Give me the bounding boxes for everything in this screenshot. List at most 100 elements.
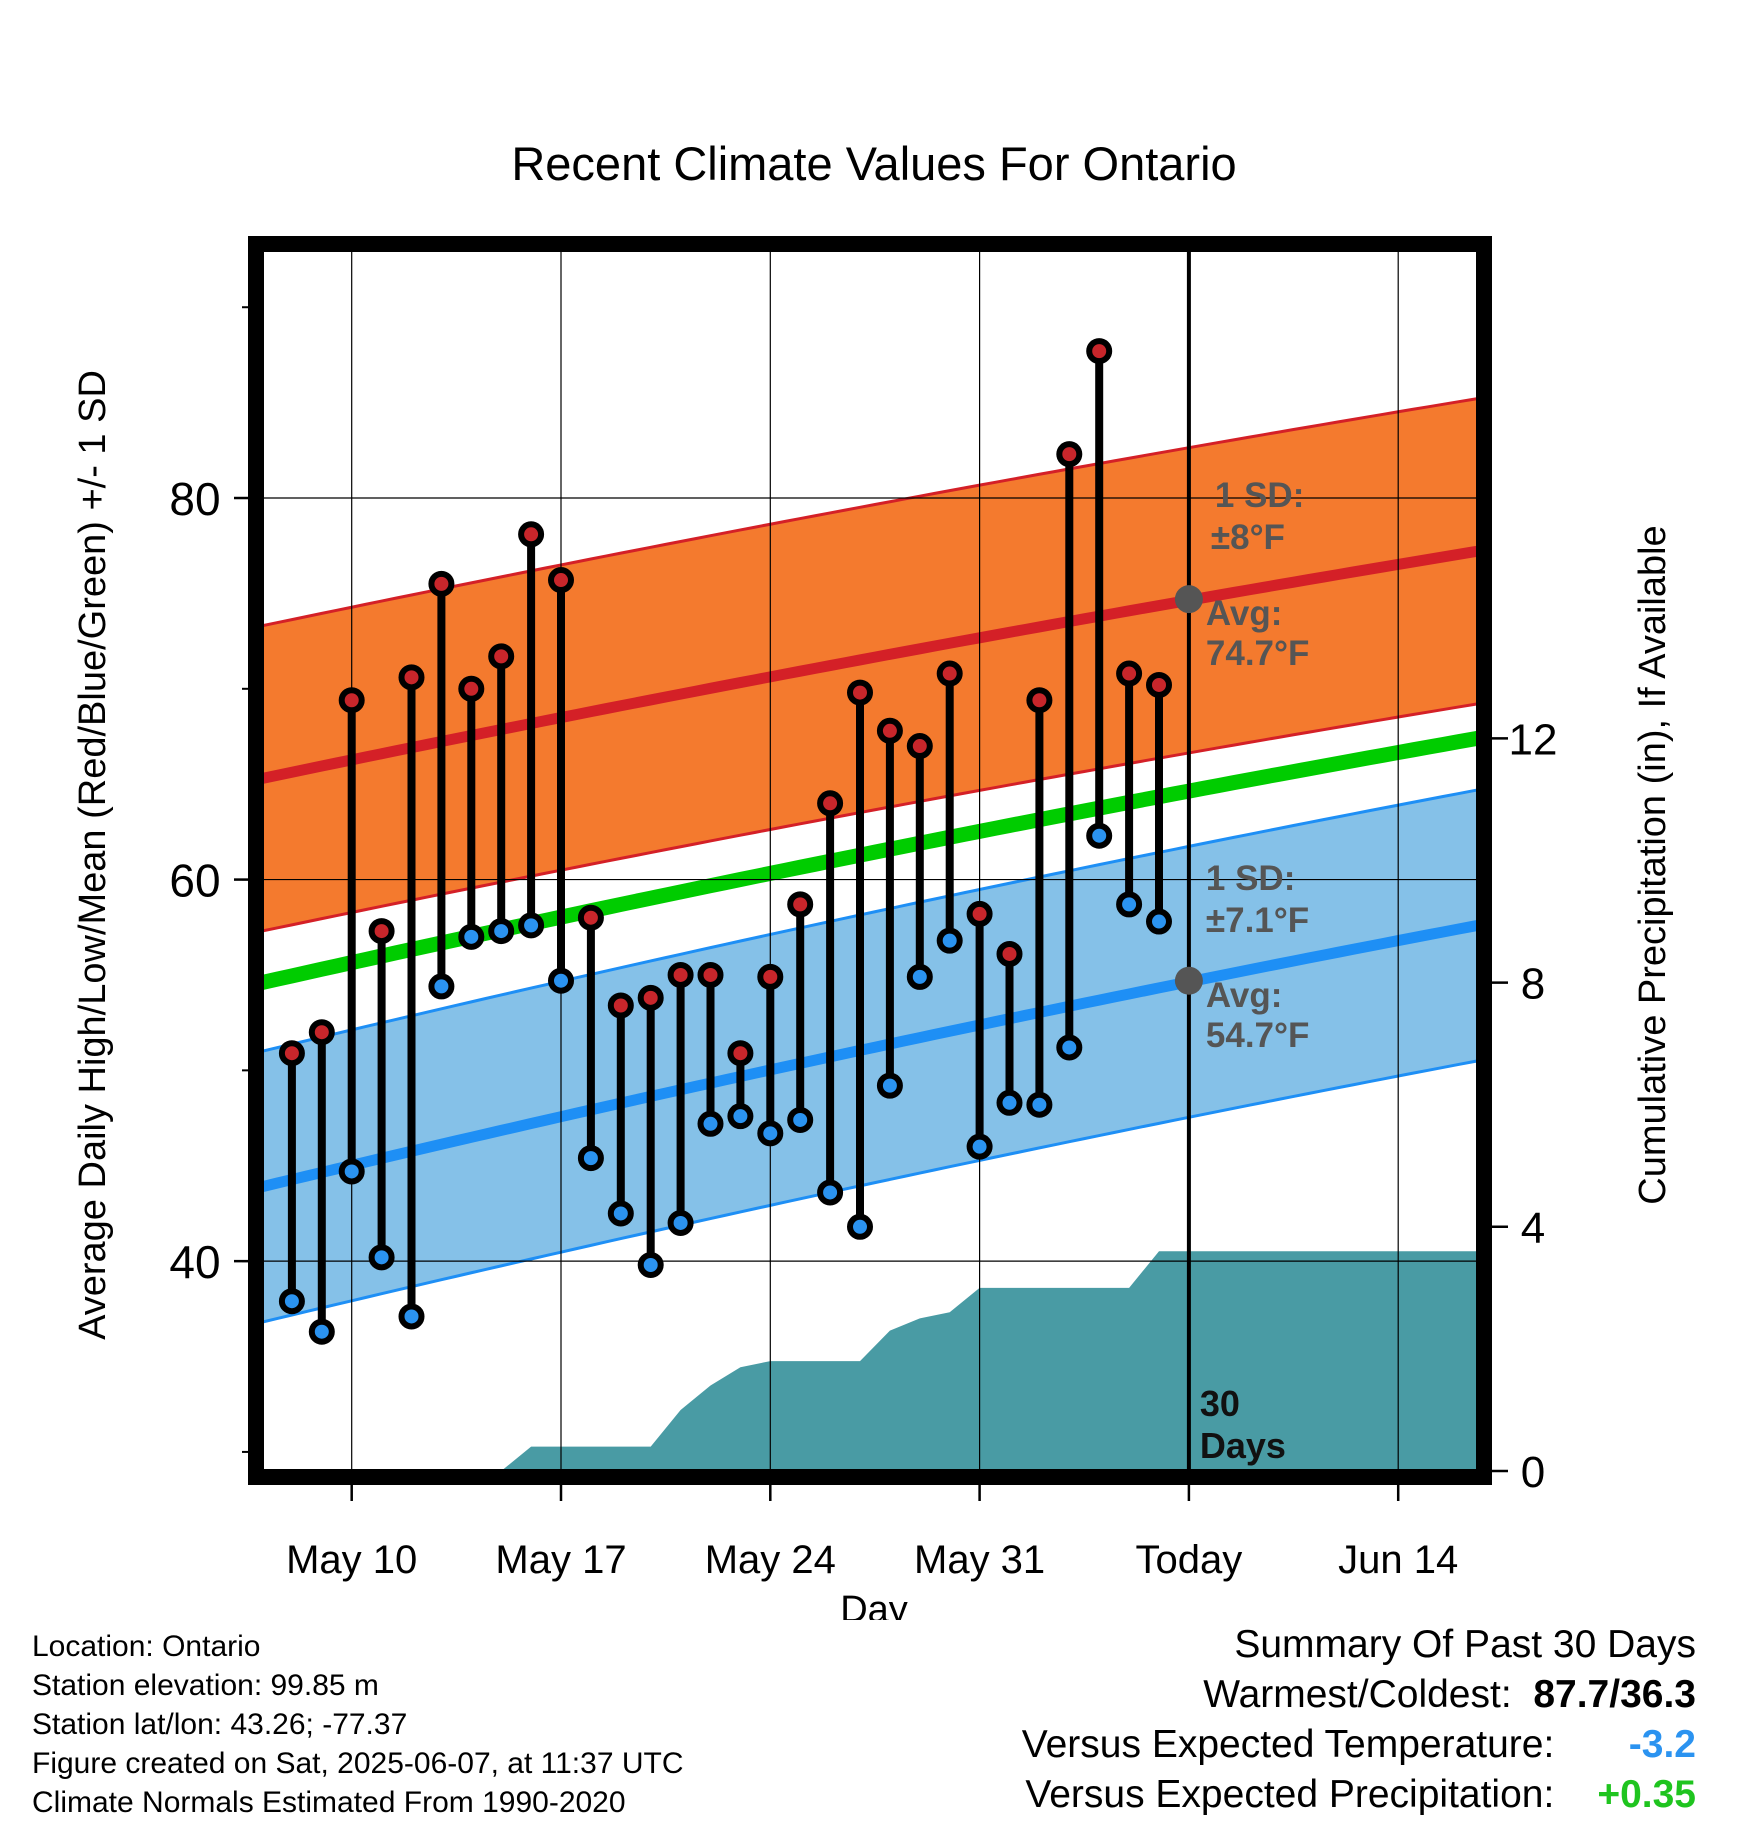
daily-high-point <box>787 891 814 918</box>
daily-high-point <box>817 790 844 817</box>
daily-high-point <box>488 643 515 670</box>
low-sd-band-upper-edge <box>262 788 1478 1053</box>
daily-low-point <box>428 973 455 1000</box>
temp-value: -3.2 <box>1628 1723 1696 1766</box>
x-tick-label: Jun 14 <box>1338 1538 1458 1582</box>
daily-low-point <box>1026 1091 1053 1118</box>
today-low-avg-marker <box>1174 966 1203 995</box>
daily-low-point <box>757 1120 784 1147</box>
daily-low-point <box>966 1133 993 1160</box>
temp-row: Versus Expected Temperature: -3.2 <box>1022 1720 1696 1770</box>
daily-low-point <box>368 1244 395 1271</box>
y-tick-label: 40 <box>169 1236 220 1288</box>
y-tick-label: 60 <box>169 855 220 907</box>
daily-high-point <box>1026 687 1053 714</box>
daily-high-point <box>637 984 664 1011</box>
daily-low-point <box>1146 908 1172 935</box>
daily-low-point <box>398 1303 425 1330</box>
latlon-text: Station lat/lon: 43.26; -77.37 <box>32 1708 408 1741</box>
precip-area <box>262 1251 1478 1471</box>
daily-low-point <box>1116 891 1143 918</box>
daily-high-point <box>1116 660 1143 687</box>
daily-low-point <box>1086 822 1113 849</box>
y-axis-label-right: Cumulative Precipitation (in), If Availa… <box>1632 525 1674 1204</box>
daily-low-point <box>847 1213 873 1240</box>
daily-high-point <box>667 961 694 988</box>
daily-low-point <box>817 1179 844 1206</box>
daily-high-point <box>966 900 993 927</box>
warmest-row: Warmest/Coldest: 87.7/36.3 <box>1022 1670 1696 1720</box>
chart-title: Recent Climate Values For Ontario <box>511 137 1236 190</box>
warmest-value: 87.7/36.3 <box>1533 1673 1696 1716</box>
y-axis-label-left: Average Daily High/Low/Mean (Red/Blue/Gr… <box>72 370 114 1340</box>
daily-high-point <box>278 1040 305 1067</box>
y-right-tick-label: 8 <box>1521 960 1545 1009</box>
location-text: Location: Ontario <box>32 1630 261 1663</box>
daily-low-point <box>607 1200 634 1227</box>
y-right-tick-label: 4 <box>1521 1204 1545 1253</box>
high-avg-value: 74.7°F <box>1206 634 1310 673</box>
window-days-label: Days <box>1200 1425 1286 1466</box>
daily-low-point <box>697 1110 724 1137</box>
daily-low-point <box>488 918 515 945</box>
elevation-text: Station elevation: 99.85 m <box>32 1669 379 1702</box>
daily-high-point <box>1056 441 1083 468</box>
daily-high-point <box>577 904 604 931</box>
climate-chart: Recent Climate Values For Ontario 1 SD:±… <box>72 137 1674 1620</box>
daily-low-point <box>906 963 933 990</box>
high-normal-line <box>262 545 1478 784</box>
high-sd-band-upper-edge <box>262 397 1478 628</box>
temp-label: Versus Expected Temperature: <box>1021 1723 1555 1766</box>
daily-low-point <box>667 1209 694 1236</box>
y-tick-label: 80 <box>169 473 220 525</box>
daily-low-point <box>338 1158 365 1185</box>
warmest-label: Warmest/Coldest: <box>1203 1673 1512 1716</box>
daily-high-point <box>1086 338 1113 365</box>
daily-low-point <box>577 1145 604 1172</box>
high-sd-band-lower-edge <box>262 702 1478 933</box>
daily-high-point <box>876 717 903 744</box>
daily-high-point <box>398 664 425 691</box>
summary-panel: Summary Of Past 30 Days Warmest/Coldest:… <box>1022 1620 1696 1820</box>
x-tick-label: May 31 <box>914 1538 1045 1582</box>
plot-interior <box>262 250 1478 1471</box>
daily-high-point <box>338 687 365 714</box>
daily-high-point <box>458 675 485 702</box>
normals-text: Climate Normals Estimated From 1990-2020 <box>32 1786 626 1819</box>
low-sd-band-lower-edge <box>262 1059 1478 1324</box>
daily-high-point <box>308 1019 335 1046</box>
daily-low-point <box>458 923 485 950</box>
daily-high-point <box>518 521 545 548</box>
daily-low-point <box>308 1318 335 1345</box>
x-tick-label: Today <box>1136 1538 1243 1582</box>
daily-low-point <box>637 1251 664 1278</box>
low-avg-value: 54.7°F <box>1206 1016 1310 1055</box>
daily-low-point <box>548 967 574 994</box>
high-avg-label: Avg: <box>1206 594 1282 633</box>
daily-high-point <box>607 992 634 1019</box>
low-sd-value: ±7.1°F <box>1206 901 1309 940</box>
daily-high-point <box>757 963 784 990</box>
x-tick-label: May 17 <box>495 1538 626 1582</box>
precip-row: Versus Expected Precipitation: +0.35 <box>1022 1770 1696 1820</box>
x-axis-label: Day <box>840 1589 908 1620</box>
high-sd-value: ±8°F <box>1211 518 1285 557</box>
y-right-tick-label: 12 <box>1509 715 1558 764</box>
high-sd-label: 1 SD: <box>1215 476 1304 515</box>
daily-high-point <box>906 733 933 760</box>
daily-high-point <box>428 570 455 597</box>
daily-low-point <box>787 1106 814 1133</box>
daily-high-point <box>548 567 574 594</box>
daily-low-point <box>876 1072 903 1099</box>
precip-label: Versus Expected Precipitation: <box>1025 1773 1555 1816</box>
daily-low-point <box>936 927 963 954</box>
daily-low-point <box>518 912 545 939</box>
plot-frame <box>248 236 1492 1485</box>
window-days-number: 30 <box>1200 1383 1240 1424</box>
daily-high-point <box>697 961 724 988</box>
station-info: Location: Ontario Station elevation: 99.… <box>32 1627 684 1822</box>
precip-value: +0.35 <box>1597 1773 1696 1816</box>
y-right-tick-label: 0 <box>1521 1448 1545 1497</box>
low-sd-band <box>262 789 1478 1323</box>
